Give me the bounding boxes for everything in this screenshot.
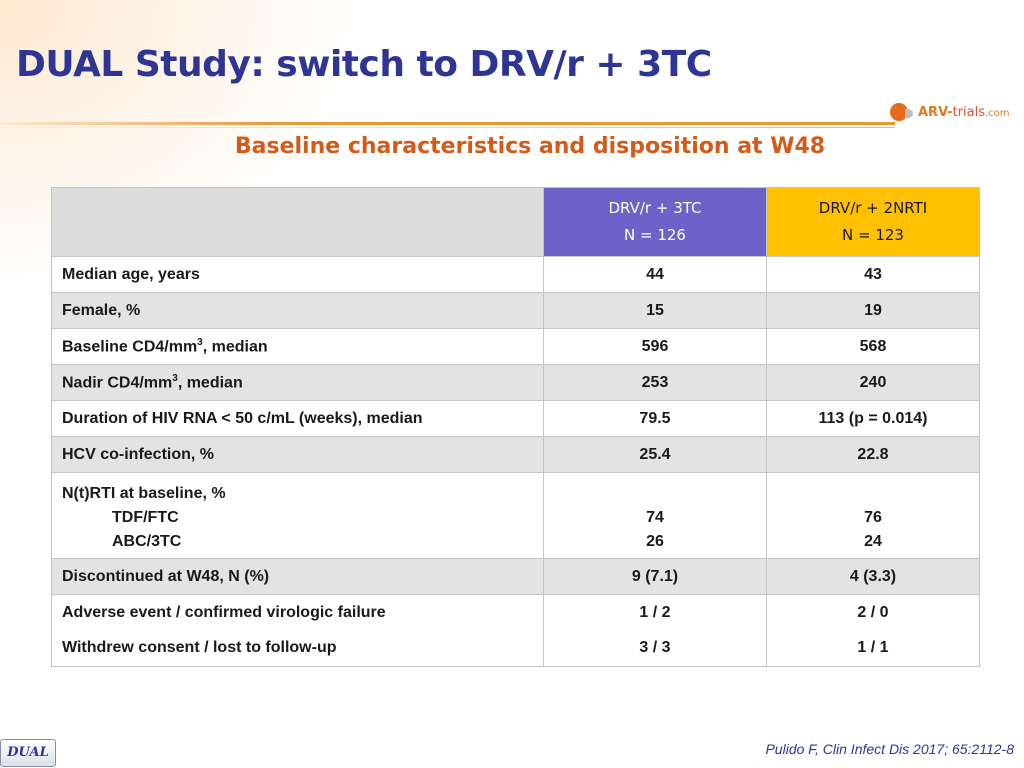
row-label-suffix: , median	[177, 374, 243, 392]
nrti-sub-label-abc: ABC/3TC	[112, 533, 182, 550]
nrti-abc-drv-3tc: 26	[646, 533, 664, 550]
table-row: Discontinued at W48, N (%) 9 (7.1) 4 (3.…	[51, 558, 980, 595]
table-row: Baseline CD4/mm3, median 596 568	[51, 328, 980, 365]
row-label: HCV co-infection, %	[51, 436, 544, 473]
row-label: Female, %	[51, 292, 544, 329]
table-header-row: DRV/r + 3TC N = 126 DRV/r + 2NRTI N = 12…	[51, 187, 980, 257]
row-label: Baseline CD4/mm3, median	[51, 328, 544, 365]
table-row: Duration of HIV RNA < 50 c/mL (weeks), m…	[51, 400, 980, 437]
cell-drv-2nrti: 19	[766, 292, 980, 329]
title-underline-thin	[0, 127, 895, 128]
cell-drv-2nrti: 568	[766, 328, 980, 365]
header-drv-3tc: DRV/r + 3TC N = 126	[543, 187, 767, 257]
header-drv-3tc-n: N = 126	[624, 226, 686, 244]
dual-badge: DUAL	[0, 739, 56, 767]
cell-drv-3tc: 15	[543, 292, 767, 329]
header-drv-2nrti: DRV/r + 2NRTI N = 123	[766, 187, 980, 257]
logo-capsule-icon	[890, 103, 913, 121]
cell-drv-2nrti: 240	[766, 364, 980, 401]
cell-drv-3tc: 9 (7.1)	[543, 558, 767, 595]
nrti-sub-label-tdf: TDF/FTC	[112, 509, 179, 526]
header-drv-2nrti-name: DRV/r + 2NRTI	[818, 199, 928, 217]
cell-drv-2nrti: 4 (3.3)	[766, 558, 980, 595]
cell-drv-3tc: 79.5	[543, 400, 767, 437]
table-row: Median age, years 44 43	[51, 256, 980, 293]
table-row: N(t)RTI at baseline, % TDF/FTC ABC/3TC 7…	[51, 472, 980, 559]
row-label: Nadir CD4/mm3, median	[51, 364, 544, 401]
citation: Pulido F, Clin Infect Dis 2017; 65:2112-…	[765, 741, 1014, 757]
table-row: Withdrew consent / lost to follow-up 3 /…	[51, 630, 980, 667]
cell-drv-2nrti: 76 24	[766, 472, 980, 559]
nrti-label: N(t)RTI at baseline, %	[62, 485, 226, 502]
nrti-tdf-drv-3tc: 74	[646, 509, 664, 526]
table-row: HCV co-infection, % 25.4 22.8	[51, 436, 980, 473]
cell-drv-3tc: 44	[543, 256, 767, 293]
row-label-text: Baseline CD4/mm	[62, 338, 198, 356]
cell-drv-3tc: 253	[543, 364, 767, 401]
logo-text-com: .com	[985, 108, 1010, 119]
cell-drv-2nrti: 43	[766, 256, 980, 293]
logo-text-arv: ARV-	[918, 105, 953, 120]
cell-drv-3tc: 3 / 3	[543, 630, 767, 667]
table-row: Nadir CD4/mm3, median 253 240	[51, 364, 980, 401]
table-row: Adverse event / confirmed virologic fail…	[51, 594, 980, 631]
arv-trials-logo: ARV-trials.com	[888, 99, 1018, 127]
slide-title: DUAL Study: switch to DRV/r + 3TC	[16, 44, 712, 85]
cell-drv-3tc: 74 26	[543, 472, 767, 559]
cell-drv-3tc: 596	[543, 328, 767, 365]
header-blank-cell	[51, 187, 544, 257]
cell-drv-2nrti: 1 / 1	[766, 630, 980, 667]
row-label-superscript: 3	[197, 336, 203, 348]
row-label: Adverse event / confirmed virologic fail…	[51, 594, 544, 631]
cell-drv-3tc: 25.4	[543, 436, 767, 473]
table-row: Female, % 15 19	[51, 292, 980, 329]
cell-drv-2nrti: 2 / 0	[766, 594, 980, 631]
header-drv-2nrti-n: N = 123	[842, 226, 904, 244]
row-label: Duration of HIV RNA < 50 c/mL (weeks), m…	[51, 400, 544, 437]
cell-drv-2nrti: 22.8	[766, 436, 980, 473]
row-label-suffix: , median	[202, 338, 268, 356]
slide-subtitle: Baseline characteristics and disposition…	[234, 134, 826, 159]
title-underline	[0, 122, 895, 125]
row-label: Discontinued at W48, N (%)	[51, 558, 544, 595]
header-drv-3tc-name: DRV/r + 3TC	[608, 199, 702, 217]
nrti-abc-drv-2nrti: 24	[864, 533, 882, 550]
row-label: N(t)RTI at baseline, % TDF/FTC ABC/3TC	[51, 472, 544, 559]
row-label-superscript: 3	[172, 372, 178, 384]
nrti-tdf-drv-2nrti: 76	[864, 509, 882, 526]
row-label-text: Nadir CD4/mm	[62, 374, 173, 392]
row-label: Median age, years	[51, 256, 544, 293]
baseline-characteristics-table: DRV/r + 3TC N = 126 DRV/r + 2NRTI N = 12…	[51, 187, 980, 667]
cell-drv-3tc: 1 / 2	[543, 594, 767, 631]
cell-drv-2nrti: 113 (p = 0.014)	[766, 400, 980, 437]
row-label: Withdrew consent / lost to follow-up	[51, 630, 544, 667]
logo-text-trials: trials	[952, 105, 985, 120]
